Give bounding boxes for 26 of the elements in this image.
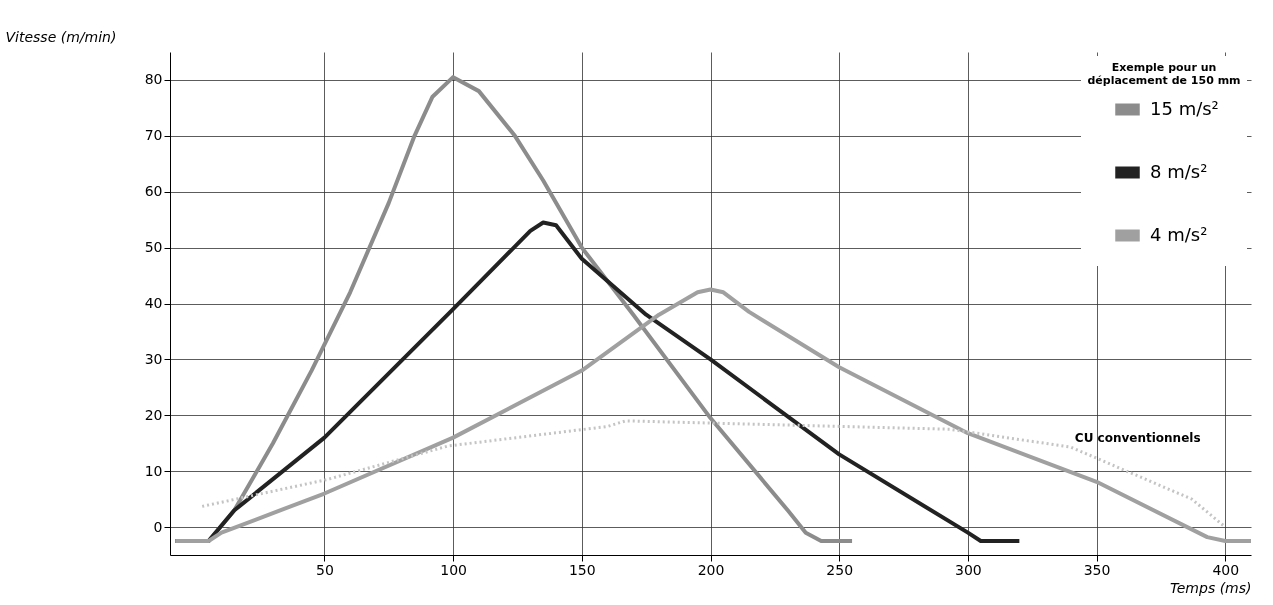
x-tick-label: 350: [1083, 561, 1111, 578]
y-tick-label: 80: [144, 71, 163, 88]
x-tick-label: 50: [316, 561, 334, 578]
series-label: CU conventionnels: [1074, 431, 1201, 446]
x-tick-label: 300: [955, 561, 982, 578]
y-tick-label: 10: [144, 462, 163, 479]
x-tick-label: 100: [440, 561, 467, 578]
x-tick-label: 150: [568, 561, 596, 578]
y-tick-label: 40: [144, 295, 163, 311]
legend-label: 8 m/s²: [1150, 160, 1208, 182]
x-tick-label: 250: [826, 561, 854, 578]
legend-title: Exemple pour un déplacement de 150 mm: [1087, 61, 1241, 87]
line-series: [200, 419, 1227, 529]
y-tick-label: 20: [144, 406, 163, 423]
x-tick-label: 200: [697, 561, 725, 578]
x-tick-label: 400: [1212, 561, 1240, 578]
x-axis-title: Temps (ms): [1169, 579, 1252, 596]
legend-label: 15 m/s²: [1150, 97, 1219, 119]
y-tick-label: 30: [144, 350, 163, 367]
y-tick-label: 0: [153, 518, 163, 535]
y-tick-label: 50: [144, 239, 163, 256]
legend-label: 4 m/s²: [1150, 223, 1208, 245]
y-axis-title: Vitesse (m/min): [5, 28, 117, 45]
line-series: [173, 287, 1253, 544]
y-tick-label: 70: [144, 127, 163, 144]
y-tick-label: 60: [144, 183, 163, 200]
